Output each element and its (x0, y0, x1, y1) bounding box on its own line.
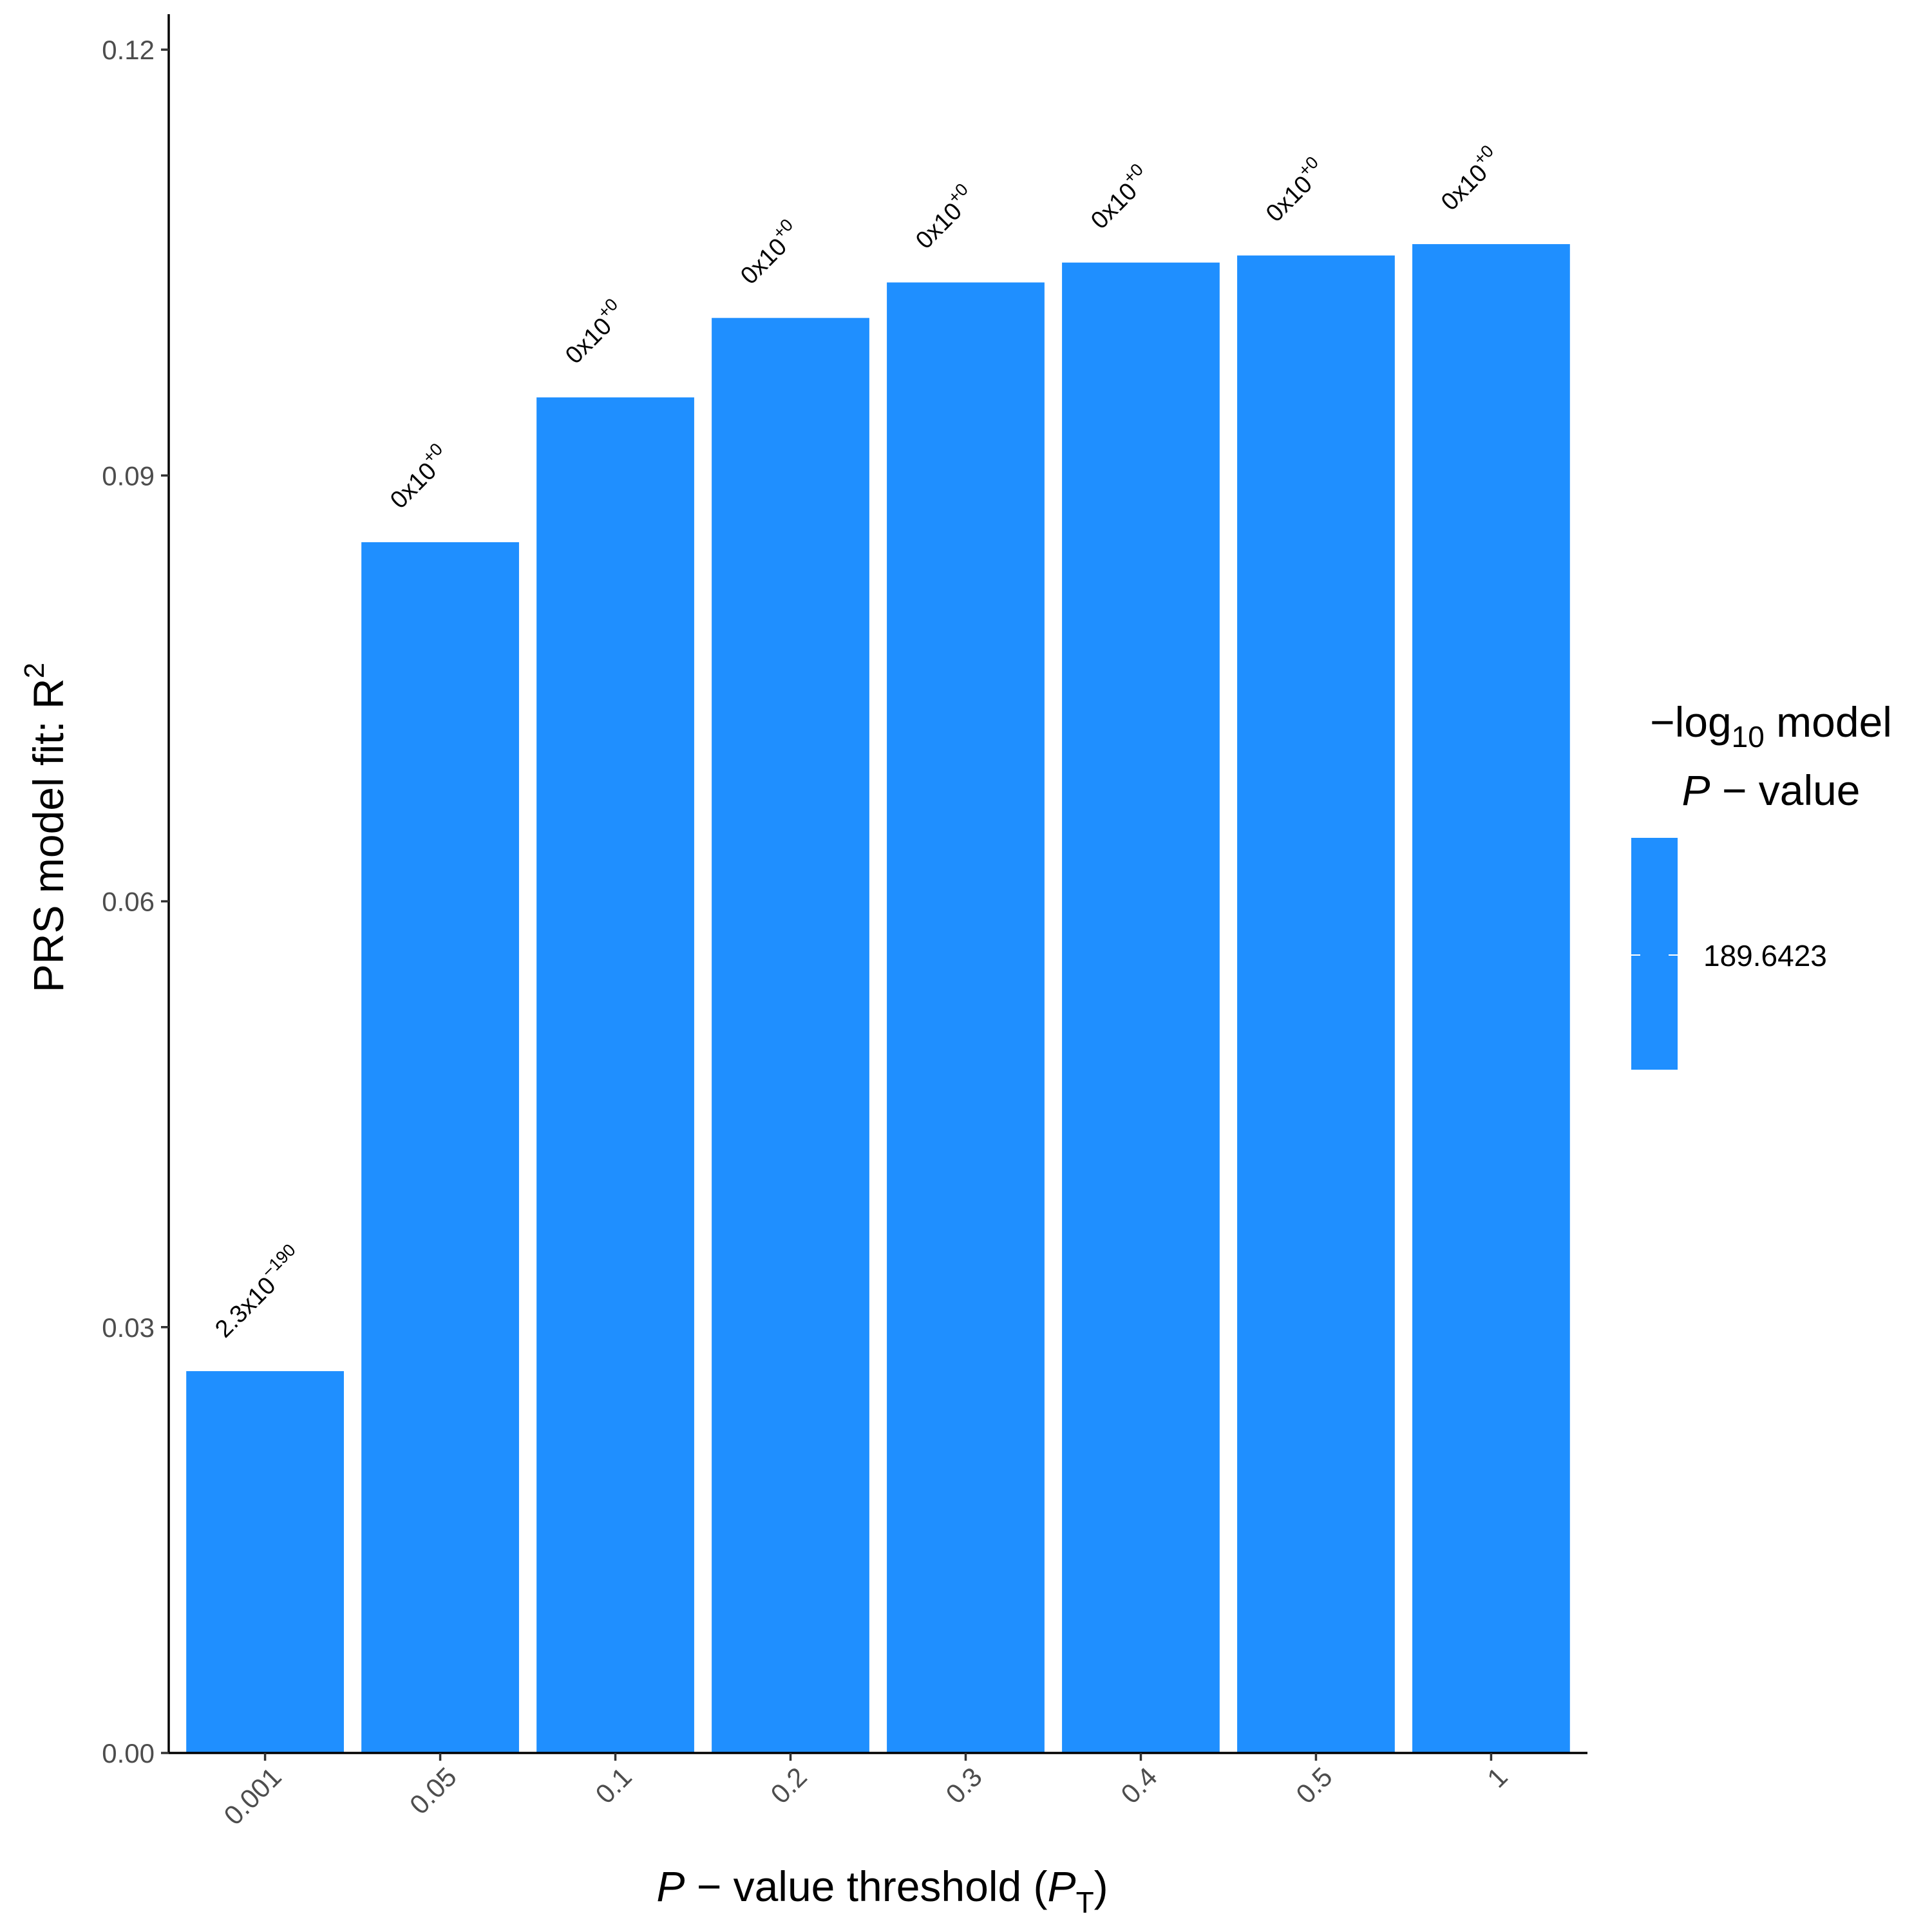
bars-group (186, 244, 1570, 1754)
bar (1237, 255, 1395, 1754)
y-axis-title-sup: 2 (19, 663, 50, 678)
y-tick-label: 0.09 (102, 460, 155, 491)
legend-title-line2: P − value (1681, 766, 1860, 814)
bar (1412, 244, 1570, 1753)
x-axis-title-sub-base: P (1048, 1862, 1076, 1910)
y-axis-ticks: 0.00 0.03 0.06 0.09 0.12 (102, 35, 169, 1768)
x-tick-label: 0.4 (1115, 1761, 1163, 1810)
legend-title-value: − value (1710, 766, 1861, 814)
bar (1062, 262, 1220, 1753)
legend-value-label: 189.6423 (1703, 939, 1827, 972)
bar-value-label: 0x10+0 (556, 294, 631, 369)
y-axis-title-text: PRS model fit: R (24, 678, 72, 992)
x-tick-label: 0.1 (589, 1761, 638, 1810)
bar-value-label: 0x10+0 (1257, 153, 1332, 227)
y-tick-label: 0.06 (102, 887, 155, 917)
bar-value-label: 0x10+0 (381, 439, 456, 514)
legend-title-log: −log (1650, 698, 1732, 746)
y-tick-label: 0.12 (102, 35, 155, 65)
legend-title-log-sub: 10 (1732, 720, 1765, 753)
bar (536, 397, 694, 1753)
x-axis-title-end: ) (1094, 1862, 1108, 1910)
x-axis-title-sub: T (1076, 1886, 1094, 1919)
legend-title-line1: −log10 model (1650, 698, 1892, 753)
legend-title-p: P (1681, 766, 1710, 814)
bar (712, 317, 869, 1754)
y-tick-label: 0.03 (102, 1312, 155, 1343)
x-tick-label: 1 (1481, 1761, 1513, 1794)
x-tick-label: 0.001 (218, 1761, 287, 1831)
x-axis-title: P − value threshold (PT) (656, 1862, 1108, 1919)
x-tick-label: 0.5 (1290, 1761, 1338, 1810)
x-tick-label: 0.05 (404, 1761, 462, 1820)
y-axis-title: PRS model fit: R2 (19, 663, 72, 992)
x-axis-ticks: 0.001 0.05 0.1 0.2 0.3 0.4 0.5 1 (218, 1753, 1513, 1831)
x-axis-title-italic: P (656, 1862, 685, 1910)
x-axis-title-text: − value threshold ( (685, 1862, 1047, 1910)
bar (361, 542, 519, 1753)
legend-title-model: model (1765, 698, 1892, 746)
bar-value-label: 0x10+0 (1082, 160, 1157, 234)
bar-value-label: 0x10+0 (907, 180, 981, 254)
bar-value-label: 0x10+0 (1432, 141, 1507, 216)
x-tick-label: 0.2 (764, 1761, 813, 1810)
legend: −log10 model P − value 189.6423 (1631, 698, 1892, 1070)
bar-value-label: 2.3x10−190 (206, 1240, 309, 1343)
bar (186, 1371, 344, 1753)
bar-value-label: 0x10+0 (732, 215, 806, 290)
legend-color-bar (1631, 838, 1678, 1070)
y-tick-label: 0.00 (102, 1738, 155, 1768)
x-tick-label: 0.3 (940, 1761, 988, 1810)
bar (887, 282, 1045, 1753)
